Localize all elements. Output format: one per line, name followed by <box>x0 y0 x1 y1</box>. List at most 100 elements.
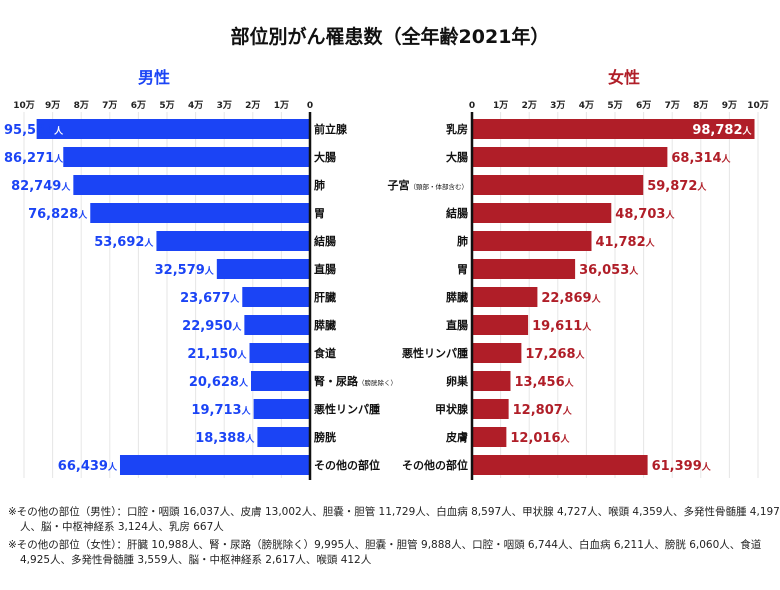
male-tick-label: 0 <box>307 101 313 111</box>
female-bar <box>472 259 576 279</box>
male-category-label: 膀胱 <box>313 430 336 444</box>
male-tick-label: 4万 <box>188 100 203 111</box>
female-value-label: 41,782人 <box>595 235 655 250</box>
male-tick-label: 9万 <box>45 100 60 111</box>
male-value-label: 95,584人 <box>4 123 64 138</box>
female-tick-label: 9万 <box>722 100 737 111</box>
female-bar <box>472 231 592 251</box>
male-category-label: 肺 <box>314 178 325 192</box>
chart-title: 部位別がん罹患数（全年齢2021年） <box>230 26 550 48</box>
female-bar <box>472 399 509 419</box>
female-tick-label: 0 <box>469 101 475 111</box>
female-category-label: 皮膚 <box>445 430 468 444</box>
female-value-label: 59,872人 <box>647 179 707 194</box>
male-value-label: 20,628人 <box>189 375 249 390</box>
male-bar <box>249 343 310 363</box>
male-bar <box>244 315 310 335</box>
female-value-label: 12,016人 <box>510 431 570 446</box>
female-bar <box>472 343 522 363</box>
female-category-label: 大腸 <box>446 150 468 164</box>
male-bar <box>36 119 310 139</box>
male-category-label: 大腸 <box>314 150 336 164</box>
male-value-label: 32,579人 <box>155 263 215 278</box>
female-value-label: 61,399人 <box>652 459 712 474</box>
female-category-label: 結腸 <box>446 206 468 220</box>
female-bar <box>472 175 644 195</box>
female-value-label: 12,807人 <box>513 403 573 418</box>
female-category-label: 乳房 <box>446 122 468 136</box>
female-category-label: その他の部位 <box>402 458 468 472</box>
female-bar <box>472 119 755 139</box>
female-tick-label: 1万 <box>493 100 508 111</box>
female-category-label: 子宮（頸部・体部含む） <box>388 178 469 192</box>
male-category-label: 胃 <box>314 207 325 220</box>
male-bar <box>257 427 310 447</box>
female-category-label: 甲状腺 <box>435 402 469 416</box>
male-bar <box>73 175 310 195</box>
female-value-label: 13,456人 <box>514 375 574 390</box>
male-bar <box>90 203 311 223</box>
male-value-label: 18,388人 <box>195 431 255 446</box>
male-value-label: 19,713人 <box>191 403 251 418</box>
male-bar <box>156 231 310 251</box>
male-tick-label: 8万 <box>74 100 89 111</box>
female-bar <box>472 315 529 335</box>
male-value-label: 66,439人 <box>58 459 118 474</box>
female-value-label: 19,611人 <box>532 319 592 334</box>
female-value-label: 68,314人 <box>671 151 731 166</box>
note-female: ※その他の部位（女性）：肝臓 10,988人、腎・尿路（膀胱除く）9,995人、… <box>8 539 762 566</box>
male-value-label: 22,950人 <box>182 319 242 334</box>
female-tick-label: 2万 <box>522 100 537 111</box>
male-tick-label: 7万 <box>102 100 117 111</box>
male-bar <box>251 371 310 391</box>
male-bar <box>63 147 310 167</box>
female-value-label: 36,053人 <box>579 263 639 278</box>
male-category-label: 食道 <box>314 346 336 360</box>
male-value-label: 23,677人 <box>180 291 240 306</box>
male-category-label: 結腸 <box>314 234 336 248</box>
female-tick-label: 10万 <box>747 100 769 111</box>
female-category-label: 悪性リンパ腫 <box>402 346 468 360</box>
female-bar <box>472 455 648 475</box>
male-tick-label: 10万 <box>13 100 35 111</box>
male-value-label: 86,271人 <box>4 151 64 166</box>
female-tick-label: 5万 <box>607 100 622 111</box>
male-category-label: 膵臓 <box>314 318 336 332</box>
female-value-label: 48,703人 <box>615 207 675 222</box>
female-tick-label: 6万 <box>636 100 651 111</box>
male-value-label: 21,150人 <box>187 347 247 362</box>
male-tick-label: 2万 <box>245 100 260 111</box>
male-tick-label: 1万 <box>274 100 289 111</box>
male-category-label: 直腸 <box>314 262 336 276</box>
male-bar <box>216 259 310 279</box>
male-bar <box>242 287 310 307</box>
male-value-label: 76,828人 <box>28 207 88 222</box>
female-category-label: 卵巣 <box>446 374 469 388</box>
female-bar <box>472 371 511 391</box>
female-category-label: 胃 <box>457 263 468 276</box>
male-bar <box>119 455 310 475</box>
female-bar <box>472 203 612 223</box>
male-title: 男性 <box>138 68 171 87</box>
male-tick-label: 6万 <box>131 100 146 111</box>
male-category-label: 腎・尿路（膀胱除く） <box>314 374 397 388</box>
male-category-label: 前立腺 <box>314 122 348 136</box>
female-bar <box>472 427 507 447</box>
female-value-label: 98,782人 <box>692 123 752 138</box>
female-value-label: 22,869人 <box>541 291 601 306</box>
male-category-label: その他の部位 <box>314 458 380 472</box>
note-male: ※その他の部位（男性）：口腔・咽頭 16,037人、皮膚 13,002人、胆嚢・… <box>8 506 780 533</box>
male-value-label: 82,749人 <box>11 179 71 194</box>
male-category-label: 肝臓 <box>314 290 336 304</box>
female-category-label: 直腸 <box>446 318 468 332</box>
female-category-label: 膵臓 <box>446 290 468 304</box>
female-tick-label: 7万 <box>665 100 680 111</box>
female-category-label: 肺 <box>457 234 468 248</box>
female-bar <box>472 147 668 167</box>
male-value-label: 53,692人 <box>94 235 154 250</box>
female-value-label: 17,268人 <box>525 347 585 362</box>
female-bar <box>472 287 538 307</box>
male-bar <box>253 399 310 419</box>
male-tick-label: 3万 <box>217 100 232 111</box>
